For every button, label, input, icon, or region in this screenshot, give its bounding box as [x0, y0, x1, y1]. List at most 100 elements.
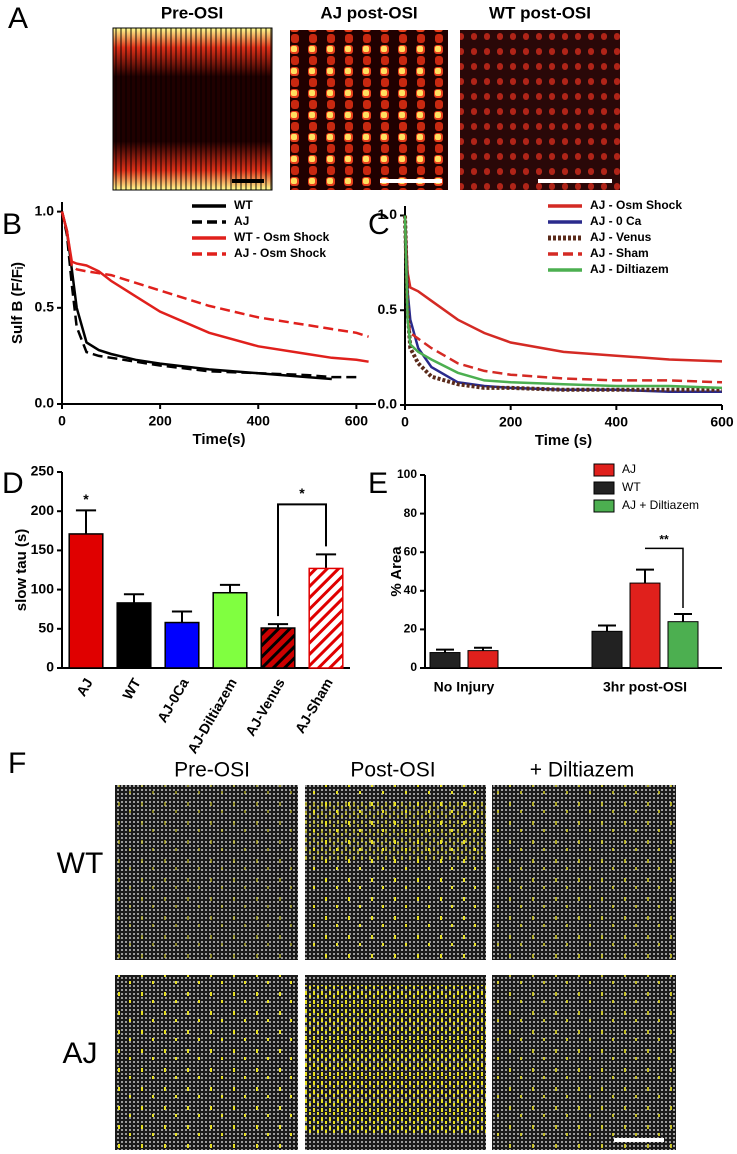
y-tick-label: 1.0 [35, 202, 55, 218]
legend-label: AJ [622, 462, 636, 476]
y-axis-label: slow tau (s) [13, 529, 30, 612]
y-tick-label: 0.0 [378, 396, 398, 412]
image-aj-post [290, 30, 448, 190]
legend-swatch [593, 481, 615, 495]
line-series [403, 215, 723, 384]
y-tick-label: 250 [31, 463, 55, 479]
significance-bracket [645, 547, 684, 608]
y-tick-label: 50 [38, 620, 54, 636]
legend-label: WT [234, 198, 253, 212]
column-title: Post-OSI [350, 759, 435, 782]
bar [116, 602, 152, 669]
panel-label: C [368, 208, 390, 241]
image-overlay [492, 975, 676, 1150]
legend-label: AJ + Diltiazem [622, 498, 699, 512]
line-series [60, 211, 369, 338]
row-label: AJ [62, 1037, 97, 1070]
image-overlay [115, 785, 298, 960]
y-tick-label: 60 [404, 544, 418, 558]
y-tick-label: 40 [404, 583, 418, 597]
y-tick-label: 0 [46, 659, 54, 675]
x-tick-label: WT [119, 675, 144, 702]
bar [68, 533, 104, 669]
bar [629, 582, 661, 669]
bar [429, 652, 461, 669]
image-title: AJ post-OSI [320, 3, 417, 22]
line-series [403, 215, 722, 392]
legend-label: AJ - Diltiazem [590, 262, 669, 276]
y-tick-label: 0 [410, 660, 417, 674]
image-title: Pre-OSI [161, 3, 223, 22]
legend-swatch [593, 499, 615, 513]
legend-label: WT [622, 480, 641, 494]
x-axis-label: Time(s) [192, 431, 245, 448]
column-title: + Diltiazem [530, 759, 634, 782]
line-series [403, 215, 723, 390]
legend-label: AJ - Sham [590, 246, 649, 260]
legend-label: AJ - Venus [590, 230, 652, 244]
bar [308, 567, 344, 669]
y-axis-label: % Area [388, 546, 405, 597]
y-tick-label: 0.5 [378, 301, 398, 317]
y-tick-label: 0.0 [35, 395, 55, 411]
x-tick-label: 0 [58, 413, 66, 429]
panel-label: A [8, 2, 28, 35]
image-title: WT post-OSI [489, 3, 591, 22]
legend-label: WT - Osm Shock [234, 230, 330, 244]
y-tick-label: 20 [404, 622, 418, 636]
line-series [60, 211, 357, 379]
legend-swatch [593, 463, 615, 477]
x-tick-label: AJ-Diltiazem [184, 675, 240, 756]
bar [591, 630, 623, 669]
x-tick-label: No Injury [434, 679, 495, 695]
legend-label: AJ - Osm Shock [234, 246, 326, 260]
x-tick-label: 0 [401, 414, 409, 430]
y-axis-label: Sulf B (F/Fᵢ) [9, 262, 26, 344]
image-overlay [305, 785, 486, 960]
x-tick-label: 200 [499, 414, 523, 430]
x-axis-label: Time (s) [535, 432, 592, 449]
x-tick-label: AJ [73, 675, 96, 699]
y-tick-label: 1.0 [378, 206, 398, 222]
annotation: * [83, 491, 89, 507]
x-tick-label: 600 [710, 414, 734, 430]
y-tick-label: 200 [31, 502, 55, 518]
image-wt-post [460, 30, 620, 190]
image-overlay [305, 985, 486, 1135]
legend-label: AJ - 0 Ca [590, 214, 642, 228]
y-tick-label: 100 [31, 580, 55, 596]
x-tick-label: AJ-0Ca [154, 675, 192, 725]
column-title: Pre-OSI [174, 759, 250, 782]
legend-label: AJ - Osm Shock [590, 198, 682, 212]
panel-label: E [368, 467, 388, 500]
x-tick-label: 200 [148, 413, 172, 429]
y-tick-label: 80 [404, 506, 418, 520]
x-tick-label: 400 [605, 414, 629, 430]
bar [467, 650, 499, 669]
x-tick-label: AJ-Venus [242, 675, 288, 738]
panel-label: B [2, 208, 22, 241]
x-tick-label: 400 [247, 413, 271, 429]
panel-label: D [2, 467, 24, 500]
bar [260, 627, 296, 669]
image-overlay [115, 975, 298, 1150]
legend-label: AJ [234, 214, 249, 228]
line-series [403, 215, 723, 363]
line-series [403, 215, 722, 393]
annotation: ** [659, 533, 669, 547]
x-tick-label: AJ-Sham [292, 675, 336, 736]
y-tick-label: 150 [31, 541, 55, 557]
panel-label: F [8, 747, 26, 780]
annotation: * [299, 485, 305, 501]
line-series [60, 211, 369, 363]
bar [164, 621, 200, 669]
x-tick-label: 600 [345, 413, 369, 429]
x-tick-label: 3hr post-OSI [603, 679, 687, 695]
image-overlay [492, 785, 676, 960]
panel-f-images [115, 785, 676, 1150]
y-tick-label: 0.5 [35, 299, 55, 315]
row-label: WT [57, 847, 104, 880]
y-tick-label: 100 [397, 467, 417, 481]
significance-bracket [277, 503, 327, 617]
